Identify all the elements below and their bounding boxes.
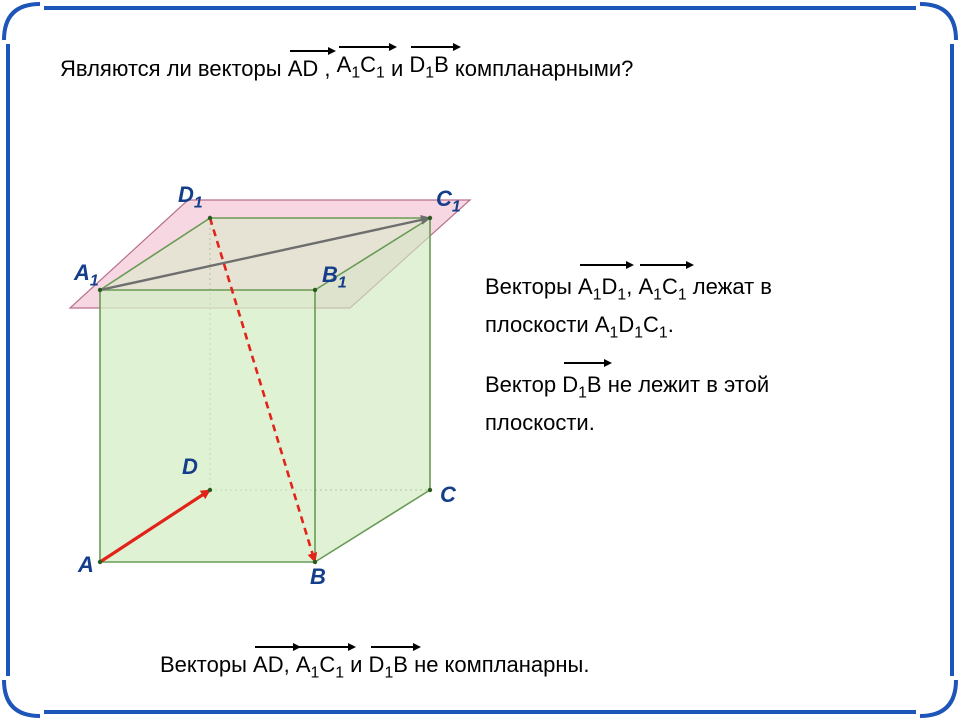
text: Являются ли векторы (60, 56, 282, 82)
vector-AD: АD (288, 56, 319, 82)
vertex-label-D1: D1 (178, 182, 203, 212)
vector-A1C1: A1C1 (638, 270, 686, 308)
vertex-label-B: В (310, 564, 326, 590)
corner-decoration (916, 0, 960, 44)
vector-A1C1: А1C1 (337, 52, 385, 82)
conclusion-text: Векторы АD , А1C1 и D1B не компланарны. (160, 652, 589, 682)
vector-D1B: D1B (409, 52, 448, 82)
vertex-label-A1: А1 (74, 260, 99, 290)
vector-A1D1: A1D1 (578, 270, 626, 308)
vertex-label-B1: В1 (322, 262, 347, 292)
paragraph-2: Вектор D1B не лежит в этой плоскости. (485, 368, 915, 440)
vector-D1B: D1B (562, 368, 601, 406)
vector-D1B: D1B (369, 652, 408, 682)
corner-decoration (0, 0, 44, 44)
corner-decoration (0, 676, 44, 720)
vertex-label-D: D (182, 454, 198, 480)
vector-AD: АD (253, 652, 284, 678)
cube-diagram: А В С D А1 В1 С1 D1 (60, 150, 480, 610)
vertex-label-C1: С1 (436, 186, 461, 216)
vector-A1C1: А1C1 (296, 652, 344, 682)
paragraph-1: Векторы A1D1 , A1C1 лежат в плоскости А1… (485, 270, 915, 346)
vertex-label-C: С (440, 482, 456, 508)
question-text: Являются ли векторы АD , А1C1 и D1B комп… (60, 52, 633, 82)
corner-decoration (916, 676, 960, 720)
side-explanation: Векторы A1D1 , A1C1 лежат в плоскости А1… (485, 270, 915, 462)
vertex-label-A: А (78, 552, 94, 578)
diagram-svg (60, 150, 480, 610)
